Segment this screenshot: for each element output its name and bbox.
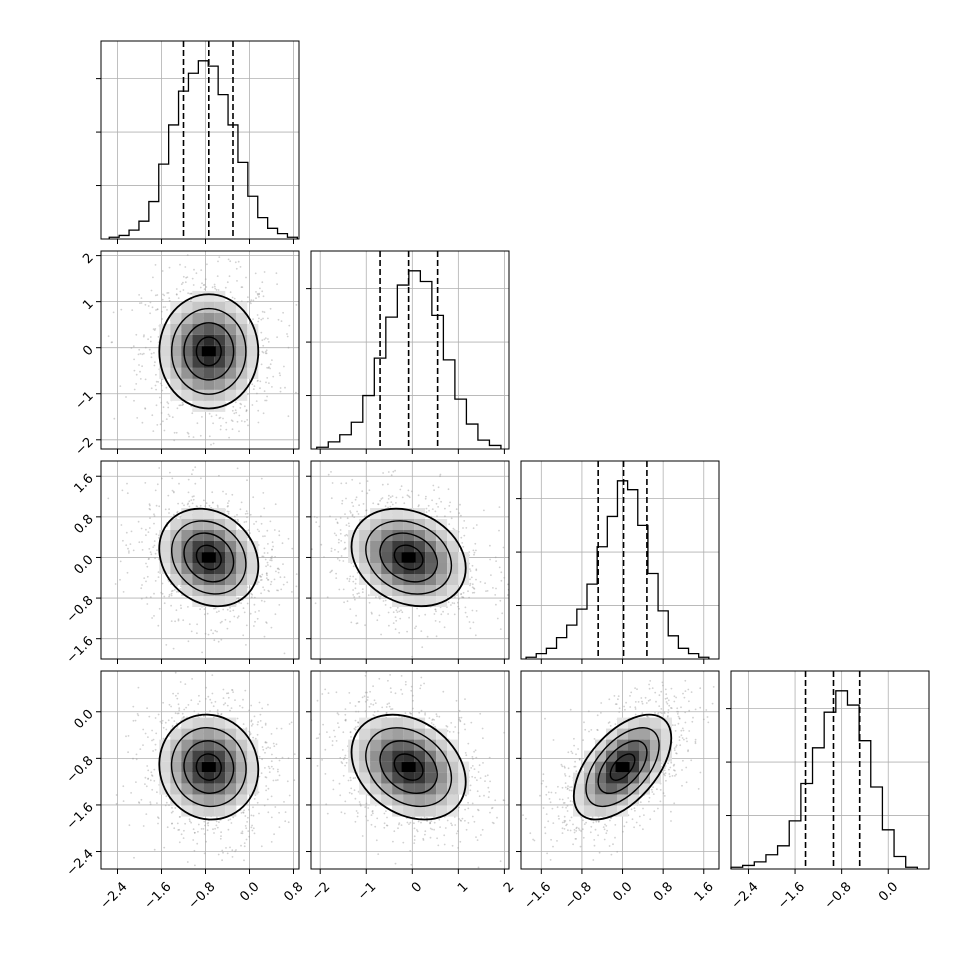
x-tick-label: −1.6 <box>142 879 175 912</box>
x-tick-label: 1 <box>455 879 471 895</box>
x-tick-labels: −2.4 −1.6 −0.8 0.0 0.8 −2 −1 0 1 2 −1.6 −0.8 0.0 0.8 1… <box>98 879 902 912</box>
x-tick-label: 0 <box>409 879 425 895</box>
histogram-step <box>108 60 298 239</box>
joint-panel-2-1 <box>306 460 510 664</box>
contour-line <box>365 727 453 808</box>
density-peak <box>401 552 416 563</box>
y-tick-label: −2.4 <box>64 847 97 880</box>
contour-line <box>195 336 222 367</box>
histogram-step <box>730 690 919 869</box>
x-tick-label: −2.4 <box>729 879 762 912</box>
contour-line <box>585 727 660 808</box>
contour-line <box>158 507 260 608</box>
marginal-panel-3 <box>726 670 930 874</box>
axes-frame <box>520 670 720 870</box>
joint-density <box>107 254 298 446</box>
marginal-panel-1 <box>306 250 510 454</box>
x-tick-label: 0.0 <box>610 879 635 904</box>
contour-line <box>572 713 673 821</box>
x-tick-label: −1 <box>355 879 379 903</box>
contour-line <box>195 753 222 781</box>
y-tick-label: −2 <box>72 435 96 459</box>
contour-line <box>379 740 438 794</box>
axes-frame <box>100 670 300 870</box>
axes-frame <box>310 250 510 450</box>
y-tick-label: −1.6 <box>64 634 97 667</box>
density-peak <box>401 762 416 773</box>
y-tick-label: −1 <box>72 389 96 413</box>
contour-line <box>393 544 424 571</box>
y-tick-label: 0.0 <box>71 553 96 578</box>
x-tick-label: 0.8 <box>651 879 676 904</box>
y-tick-label: −0.8 <box>64 753 97 786</box>
joint-panel-3-2 <box>516 670 720 874</box>
axes-frame <box>730 670 930 870</box>
contour-line <box>393 753 424 781</box>
joint-density <box>115 671 296 867</box>
x-tick-label: −0.8 <box>186 879 219 912</box>
contour-line <box>183 322 235 381</box>
y-tick-label: −0.8 <box>64 593 97 626</box>
contour-line <box>597 740 648 794</box>
contour-line <box>350 713 467 821</box>
axes-frame <box>520 460 720 660</box>
marginal-panel-2 <box>516 460 720 664</box>
y-tick-label: 2 <box>80 251 96 267</box>
y-tick-label: 0.0 <box>71 707 96 732</box>
x-tick-label: 0.0 <box>237 879 262 904</box>
contour-line <box>195 544 222 571</box>
contour-line <box>170 727 247 808</box>
x-tick-label: 1.6 <box>692 879 717 904</box>
y-tick-label: 0 <box>80 343 96 359</box>
contour-line <box>183 740 235 794</box>
x-tick-label: −1.6 <box>775 879 808 912</box>
density-peak <box>201 762 216 773</box>
y-tick-label: 1 <box>80 297 96 313</box>
joint-density <box>522 679 715 861</box>
contour-line <box>379 532 438 583</box>
axes-frame <box>100 40 300 240</box>
y-tick-label: 1.6 <box>71 471 96 496</box>
joint-density <box>107 466 298 655</box>
joint-panel-3-0 <box>96 670 300 874</box>
y-tick-labels: 2 1 0 −1 −2 1.6 0.8 0.0 −0.8 −1.6 0.0 −0.8 −1.6 −2.4 <box>64 251 97 880</box>
axes-frame <box>100 460 300 660</box>
y-tick-label: −1.6 <box>64 800 97 833</box>
x-tick-label: −0.8 <box>822 879 855 912</box>
marginal-panel-0 <box>96 40 300 244</box>
contour-line <box>350 507 467 608</box>
joint-density <box>311 671 506 869</box>
y-tick-label: 0.8 <box>71 512 96 537</box>
density-peak <box>615 762 630 773</box>
density-peak <box>201 552 216 563</box>
histogram-step <box>316 270 502 449</box>
joint-density <box>311 469 509 658</box>
axes-frame <box>100 250 300 450</box>
joint-panel-3-1 <box>306 670 510 874</box>
contour-line <box>365 520 453 595</box>
x-tick-label: 0.8 <box>281 879 306 904</box>
x-tick-label: −0.8 <box>562 879 595 912</box>
contour-line <box>171 520 247 595</box>
x-tick-label: 2 <box>501 879 517 895</box>
contour-line <box>158 293 260 410</box>
histogram-step <box>525 480 710 659</box>
joint-panel-1-0 <box>96 250 300 454</box>
x-tick-label: 0.0 <box>876 879 901 904</box>
x-tick-label: −2 <box>309 879 333 903</box>
density-cells <box>159 717 259 817</box>
contour-line <box>170 307 247 395</box>
contour-line <box>183 532 235 583</box>
x-tick-label: −2.4 <box>98 879 131 912</box>
axes-frame <box>310 460 510 660</box>
contour-line <box>609 753 636 781</box>
density-peak <box>201 346 216 357</box>
joint-panel-2-0 <box>96 460 300 664</box>
contour-line <box>158 713 260 821</box>
x-tick-label: −1.6 <box>521 879 554 912</box>
axes-frame <box>310 670 510 870</box>
